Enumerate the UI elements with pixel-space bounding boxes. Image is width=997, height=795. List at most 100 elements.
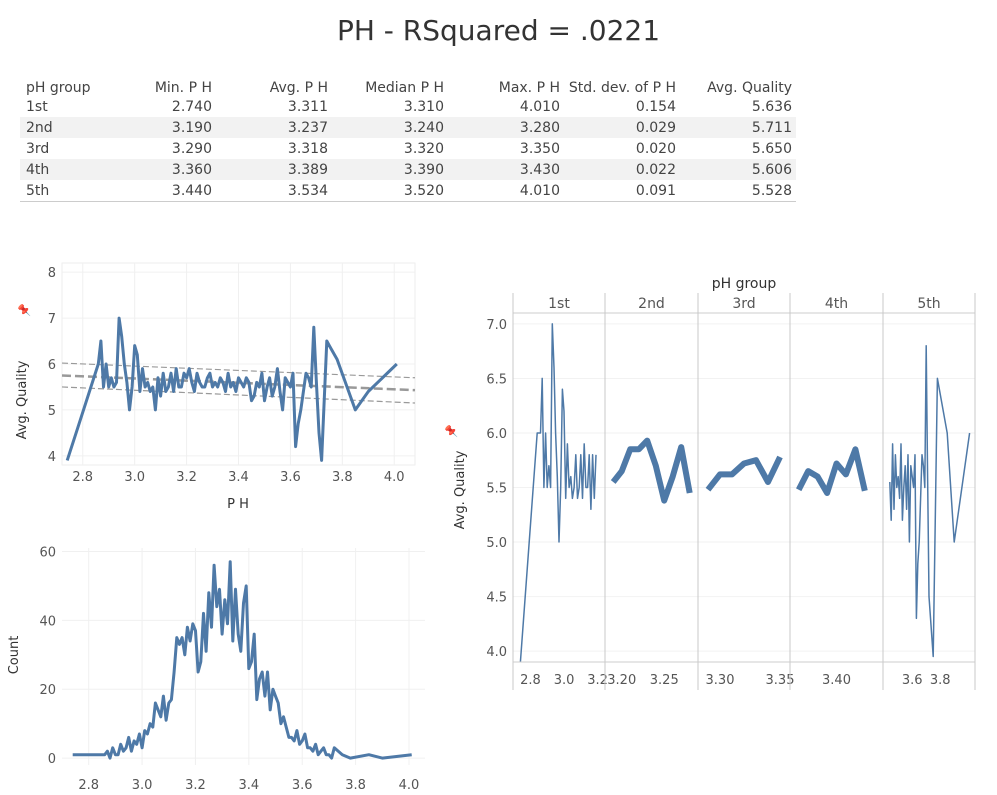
- y-axis-label: Avg. Quality: [15, 360, 30, 439]
- y-tick-label: 5.0: [486, 536, 507, 551]
- value-cell: 0.154: [635, 98, 676, 115]
- value-cell: 3.430: [448, 159, 564, 180]
- series-line: [65, 316, 398, 462]
- series-line-2nd: [610, 437, 693, 504]
- value-cell: 5.636: [751, 98, 792, 115]
- y-tick-label: 6.5: [486, 372, 507, 387]
- x-axis-ticks: 2.8 3.0 3.2 3.4 3.6 3.8 4.0: [72, 470, 404, 485]
- panel-3rd: 3rd 3.30 3.35: [697, 293, 795, 690]
- x-axis-ticks: 2.8 3.0 3.2 3.4 3.6 3.8 4.0: [78, 778, 419, 793]
- column-header: Max. P H: [498, 80, 560, 96]
- group-cell: 4th: [20, 159, 100, 180]
- confidence-band-lower: [61, 386, 416, 404]
- x-tick-label: 3.0: [124, 470, 145, 485]
- value-cell: 3.440: [100, 180, 216, 202]
- y-tick-label: 6: [48, 358, 56, 373]
- panels: 1st 2.8 3.0 3.2 2nd 3.20 3.25 3rd 3.30 3.35 4th 3.4…: [512, 293, 976, 690]
- value-cell: 0.020: [635, 140, 676, 157]
- panel-header-label: 5th: [917, 296, 940, 312]
- value-cell: 3.290: [171, 140, 212, 157]
- panel-2nd: 2nd 3.20 3.25: [604, 293, 693, 690]
- value-cell: 3.237: [216, 117, 332, 138]
- series-line-3rd: [705, 455, 783, 492]
- grid: [62, 548, 425, 765]
- column-header: Std. dev. of P H: [568, 80, 676, 96]
- value-cell: 5.650: [751, 140, 792, 157]
- table-row: 5th 3.440 3.534 3.520 4.010 0.091 5.528: [20, 180, 796, 202]
- table-row: 2nd 3.190 3.237 3.240 3.280 0.029 5.711: [20, 117, 796, 138]
- x-tick-label: 3.6: [280, 470, 301, 485]
- panel-header-label: 3rd: [732, 296, 755, 312]
- row-header: pH group: [26, 80, 91, 96]
- quality-vs-ph-chart: 4 5 6 7 8 2.8 3.0 3.2 3.4 3.6 3.8 4.0 Avg. Quality…: [15, 262, 416, 512]
- value-cell: 3.310: [403, 98, 444, 115]
- value-cell: 0.029: [564, 117, 680, 138]
- column-header: Avg. Quality: [707, 80, 792, 96]
- value-cell: 3.240: [332, 117, 448, 138]
- pin-icon: 📌: [444, 424, 458, 438]
- y-axis-label: Avg. Quality: [453, 450, 468, 529]
- x-tick-label: 2.8: [520, 673, 541, 688]
- column-header: Min. P H: [154, 80, 212, 96]
- table-row: 3rd 3.290 3.318 3.320 3.350 0.020 5.650: [20, 138, 796, 159]
- column-header: Avg. P H: [269, 80, 328, 96]
- x-tick-label: 4.0: [384, 470, 405, 485]
- x-tick-label: 3.8: [332, 470, 353, 485]
- value-cell: 2.740: [171, 98, 212, 115]
- panel-5th: 5th 3.6 3.8: [882, 293, 971, 690]
- x-tick-label: 3.4: [228, 470, 249, 485]
- y-tick-label: 7: [48, 312, 56, 327]
- y-tick-label: 4.0: [486, 645, 507, 660]
- x-tick-label: 3.2: [176, 470, 197, 485]
- x-tick-label: 3.0: [554, 673, 575, 688]
- value-cell: 3.350: [519, 140, 560, 157]
- series-line-1st: [519, 323, 597, 663]
- value-cell: 3.320: [403, 140, 444, 157]
- y-tick-label: 6.0: [486, 427, 507, 442]
- x-tick-label: 3.20: [607, 673, 636, 688]
- panel-4th: 4th 3.40: [789, 293, 868, 690]
- series-line-5th: [889, 344, 971, 658]
- x-tick-label: 3.4: [238, 778, 259, 793]
- group-cell: 3rd: [26, 140, 50, 157]
- y-tick-label: 4.5: [486, 591, 507, 606]
- x-tick-label: 3.8: [345, 778, 366, 793]
- y-tick-label: 8: [48, 266, 56, 281]
- panel-header-label: 4th: [825, 296, 848, 312]
- panel-1st: 1st 2.8 3.0 3.2: [512, 293, 608, 690]
- summary-table: pH group Min. P H Avg. P H Median P H Ma…: [20, 78, 796, 202]
- value-cell: 5.606: [680, 159, 796, 180]
- x-tick-label: 2.8: [72, 470, 93, 485]
- value-cell: 3.390: [332, 159, 448, 180]
- table-row: 4th 3.360 3.389 3.390 3.430 0.022 5.606: [20, 159, 796, 180]
- y-tick-label: 7.0: [486, 318, 507, 333]
- value-cell: 5.711: [680, 117, 796, 138]
- value-cell: 3.534: [216, 180, 332, 202]
- value-cell: 3.190: [100, 117, 216, 138]
- x-tick-label: 3.6: [902, 673, 923, 688]
- y-tick-label: 40: [39, 614, 56, 629]
- group-cell: 5th: [20, 180, 100, 202]
- panel-header-label: 2nd: [638, 296, 665, 312]
- x-tick-label: 3.0: [132, 778, 153, 793]
- y-axis-ticks: 0 20 40 60: [39, 545, 56, 767]
- value-cell: 3.280: [448, 117, 564, 138]
- y-tick-label: 20: [39, 683, 56, 698]
- value-cell: 3.389: [216, 159, 332, 180]
- x-tick-label: 3.40: [822, 673, 851, 688]
- y-tick-label: 0: [48, 752, 56, 767]
- value-cell: 3.311: [287, 98, 328, 115]
- x-tick-label: 3.35: [766, 673, 795, 688]
- y-tick-label: 5.5: [486, 482, 507, 497]
- pin-icon: 📌: [17, 303, 31, 317]
- value-cell: 3.520: [332, 180, 448, 202]
- x-tick-label: 2.8: [78, 778, 99, 793]
- confidence-band-upper: [61, 362, 416, 379]
- x-tick-label: 3.8: [930, 673, 951, 688]
- x-tick-label: 3.30: [706, 673, 735, 688]
- y-axis-ticks: 4 5 6 7 8: [48, 266, 56, 465]
- column-header: Median P H: [365, 80, 444, 96]
- value-cell: 3.318: [287, 140, 328, 157]
- count-vs-ph-chart: 0 20 40 60 2.8 3.0 3.2 3.4 3.6 3.8 4.0 Count: [7, 545, 425, 793]
